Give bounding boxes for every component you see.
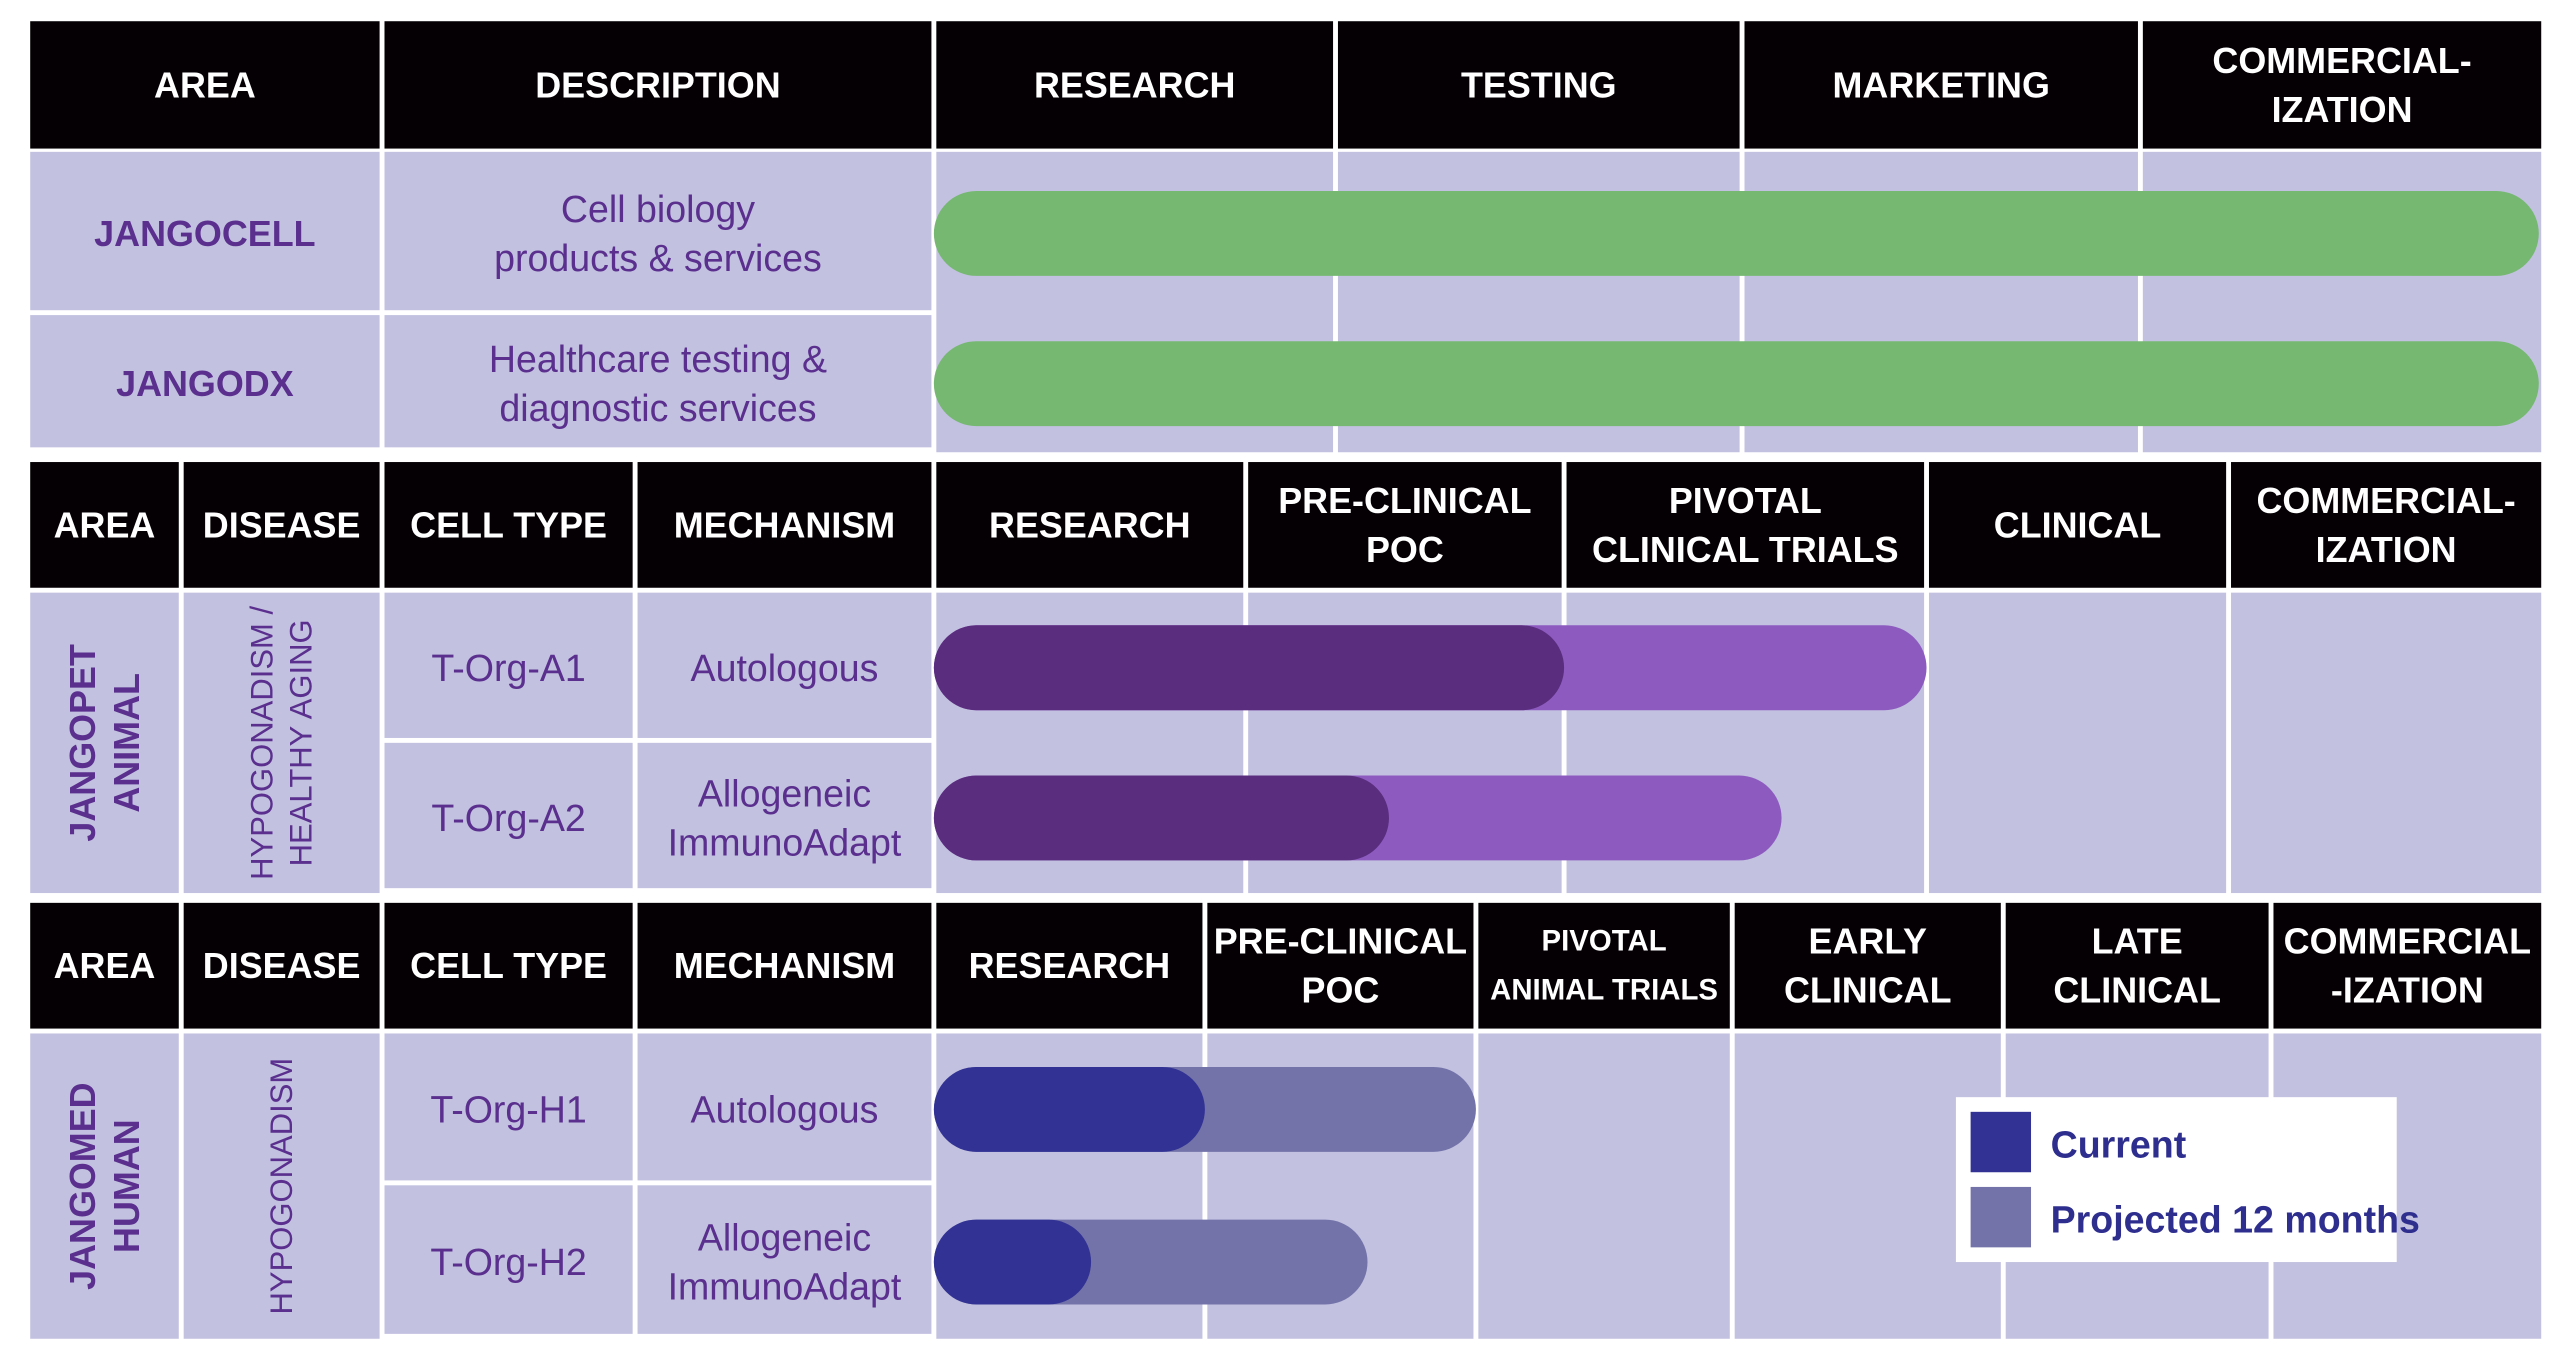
cell-type-1: T-Org-A2 (431, 797, 585, 839)
current-bar-0 (933, 1066, 1205, 1152)
section3-header-7: EARLY CLINICAL (1784, 921, 1952, 1011)
row-cell (384, 592, 633, 738)
area-label: JANGOMEDHUMAN (62, 1082, 147, 1289)
section2-header-2: CELL TYPE (410, 504, 607, 545)
section2-header-8: COMMERCIAL-IZATION (2256, 480, 2515, 570)
row-cell (637, 1033, 932, 1181)
stage-column (1928, 592, 2227, 894)
section1-header-cell (1744, 21, 2138, 149)
row-cell (384, 742, 633, 889)
area-cell (30, 1033, 179, 1339)
section3-header-6: PIVOTAL ANIMAL TRIALS (1490, 925, 1718, 1007)
section2-header-cell (637, 462, 932, 588)
row-cell (637, 1185, 932, 1334)
section1-header-cell (1337, 21, 1740, 149)
area-cell (30, 315, 380, 448)
row-cell (637, 592, 932, 738)
section2-header-cell (936, 462, 1244, 588)
cell-type-0: T-Org-A1 (431, 647, 585, 689)
section1-header-0: AREA (154, 64, 256, 105)
progress-bar-1 (933, 341, 2539, 427)
current-bar-1 (933, 1219, 1092, 1305)
row-cell (384, 1185, 633, 1334)
section3-header-9: COMMERCIAL -IZATION (2284, 921, 2531, 1011)
stage-column (1478, 1033, 1730, 1339)
section2-header-6: PIVOTAL CLINICAL TRIALS (1592, 480, 1899, 570)
section3-header-cell (30, 902, 179, 1029)
section1-header-cell (30, 21, 380, 149)
legend-label: Projected 12 months (2051, 1199, 2420, 1241)
section2-header-cell (1566, 462, 1925, 588)
area-label-0: JANGOCELL (94, 213, 315, 254)
section3-header-8: LATE CLINICAL (2053, 921, 2221, 1011)
section2-header-3: MECHANISM (674, 504, 895, 545)
section1-header-cell (936, 21, 1334, 149)
section1-header-2: RESEARCH (1034, 64, 1236, 105)
mechanism-0: Autologous (691, 1088, 879, 1130)
disease-cell (183, 592, 380, 894)
section3-header-2: CELL TYPE (410, 945, 607, 986)
legend-label: Current (2051, 1123, 2187, 1165)
section2-header-cell (30, 462, 179, 588)
section2-header-cell (1928, 462, 2227, 588)
section2-header-0: AREA (54, 504, 156, 545)
section2-header-4: RESEARCH (989, 504, 1191, 545)
mechanism-1: Allogeneic ImmunoAdapt (668, 772, 902, 863)
section3-header-4: RESEARCH (969, 945, 1171, 986)
legend-swatch (1970, 1186, 2032, 1248)
cell-type-1: T-Org-H2 (430, 1241, 586, 1283)
cell-type-0: T-Org-H1 (430, 1088, 586, 1130)
section2-header-1: DISEASE (203, 504, 361, 545)
section1-header-5: COMMERCIAL-IZATION (2212, 40, 2471, 130)
section1-header-4: MARKETING (1833, 64, 2050, 105)
description-cell (384, 151, 932, 311)
area-label: JANGOPETANIMAL (62, 644, 147, 842)
section3-header-cell (936, 902, 1203, 1029)
stage-column (2231, 592, 2542, 894)
description-1: Healthcare testing & diagnostic services (489, 338, 827, 429)
section3-header-cell (1207, 902, 1474, 1029)
section1-header-cell (384, 21, 932, 149)
section2-header-cell (384, 462, 633, 588)
disease-label: HYPOGONADISM / HEALTHY AGING (245, 605, 319, 879)
section3-header-1: DISEASE (203, 945, 361, 986)
current-bar-1 (933, 775, 1389, 861)
section2-header-cell (1248, 462, 1562, 588)
legend-swatch (1970, 1111, 2032, 1173)
section3-header-0: AREA (54, 945, 156, 986)
section2-header-cell (183, 462, 380, 588)
mechanism-0: Autologous (691, 647, 879, 689)
mechanism-1: Allogeneic ImmunoAdapt (668, 1217, 902, 1308)
area-cell (30, 151, 380, 311)
section2-header-cell (2231, 462, 2542, 588)
disease-cell (183, 1033, 380, 1339)
section3-header-cell (2005, 902, 2269, 1029)
section1-header-3: TESTING (1461, 64, 1617, 105)
section3-header-cell (637, 902, 932, 1029)
disease-label: HYPOGONADISM (264, 1058, 299, 1315)
description-cell (384, 315, 932, 448)
current-bar-0 (933, 625, 1565, 711)
description-0: Cell biology products & services (494, 188, 822, 279)
row-cell (384, 1033, 633, 1181)
section1-header-cell (2142, 21, 2542, 149)
section3-header-cell (2273, 902, 2542, 1029)
section3-header-cell (384, 902, 633, 1029)
section3-header-cell (183, 902, 380, 1029)
progress-bar-0 (933, 191, 2539, 276)
section1-header-1: DESCRIPTION (535, 64, 780, 105)
section3-header-3: MECHANISM (674, 945, 895, 986)
area-label-1: JANGODX (116, 363, 294, 404)
area-cell (30, 592, 179, 894)
row-cell (637, 742, 932, 889)
section2-header-7: CLINICAL (1994, 504, 2162, 545)
section3-header-5: PRE-CLINICAL POC (1214, 921, 1467, 1011)
section3-header-cell (1734, 902, 2001, 1029)
legend: Current Projected 12 months (1955, 1097, 2420, 1263)
section2-header-5: PRE-CLINICAL POC (1278, 480, 1531, 570)
section3-header-cell (1478, 902, 1730, 1029)
